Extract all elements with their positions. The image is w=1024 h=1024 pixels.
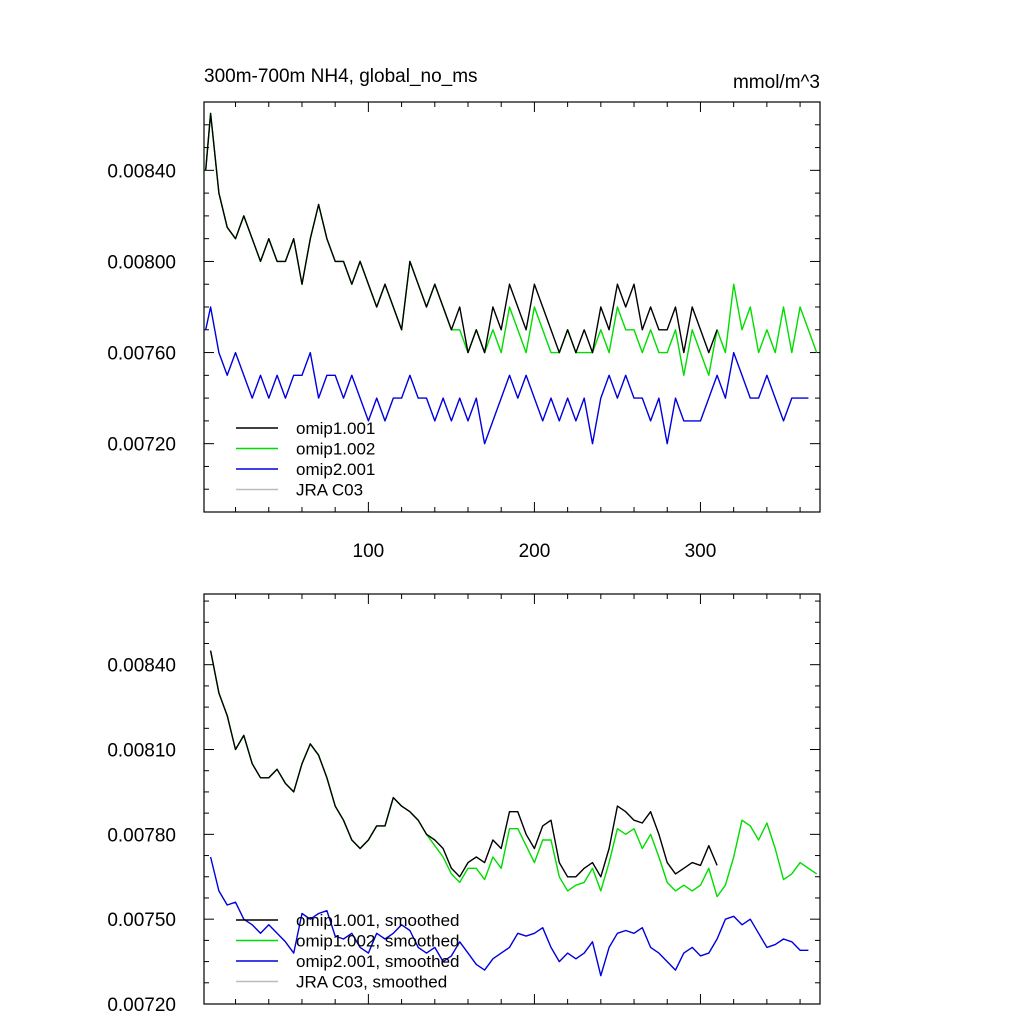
x-tick-label: 300 (685, 541, 717, 562)
y-tick-label: 0.00760 (107, 344, 176, 365)
series-line-omip1-001 (205, 112, 718, 354)
y-tick-label: 0.00720 (107, 435, 176, 456)
series-line-omip1-002-smoothed (209, 650, 818, 898)
legend-label: omip1.002, smoothed (296, 932, 460, 951)
y-tick-label: 0.00720 (107, 995, 176, 1016)
y-tick-label: 0.00840 (107, 161, 176, 182)
x-tick-label: 200 (519, 541, 551, 562)
legend-label: omip1.001, smoothed (296, 911, 460, 930)
legend-label: JRA C03 (296, 481, 363, 500)
plot-frame (203, 593, 821, 1005)
chart-panel-2: 0.00720 0.00750 0.00780 0.00810 0.00840 omip1… (107, 593, 821, 1016)
chart-title: 300m-700m NH4, global_no_ms (204, 66, 478, 87)
legend-label: omip2.001 (296, 460, 375, 479)
series-line-omip1-001-smoothed (209, 650, 718, 878)
chart-panel-1: 300m-700m NH4, global_no_ms mmol/m^3 100 20… (107, 66, 821, 562)
y-tick-label: 0.00780 (107, 825, 176, 846)
series-line-omip2-001 (205, 306, 809, 445)
x-tick-label: 100 (353, 541, 385, 562)
legend-label: omip1.002 (296, 440, 375, 459)
series-line-omip1-002 (205, 112, 818, 376)
legend-label: omip2.001, smoothed (296, 952, 460, 971)
series-line-omip2-001-smoothed (209, 856, 809, 977)
y-tick-label: 0.00810 (107, 741, 176, 762)
y-tick-label: 0.00840 (107, 656, 176, 677)
chart-units: mmol/m^3 (733, 72, 820, 93)
legend-label: omip1.001 (296, 419, 375, 438)
y-tick-label: 0.00750 (107, 910, 176, 931)
legend-label: JRA C03, smoothed (296, 973, 447, 992)
y-tick-label: 0.00800 (107, 252, 176, 273)
